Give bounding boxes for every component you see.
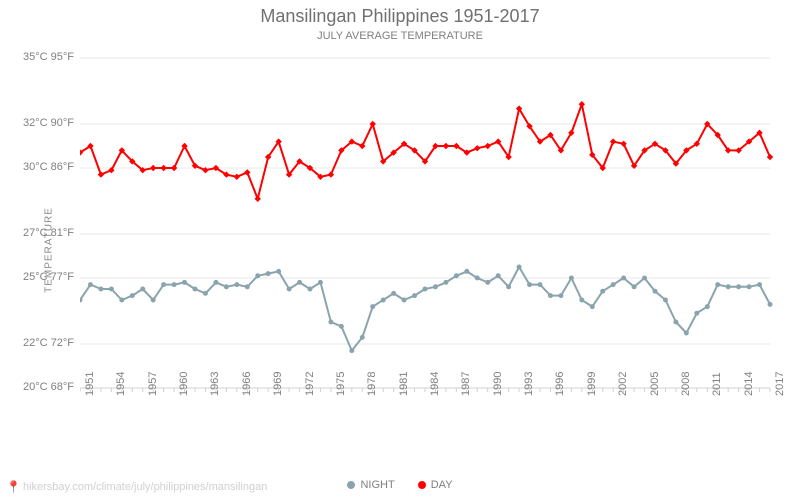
x-tick-label: 1990 <box>492 372 504 396</box>
x-tick-label: 1999 <box>586 372 598 396</box>
x-tick-label: 2005 <box>649 372 661 396</box>
temperature-chart: Mansilingan Philippines 1951-2017 JULY A… <box>0 0 800 500</box>
legend-night: NIGHT <box>347 479 394 491</box>
chart-subtitle: JULY AVERAGE TEMPERATURE <box>0 30 800 42</box>
x-tick-label: 1993 <box>523 372 535 396</box>
x-tick-label: 1978 <box>366 372 378 396</box>
x-tick-label: 1963 <box>209 372 221 396</box>
x-tick-label: 1996 <box>554 372 566 396</box>
y-tick-label: 22°C 72°F <box>23 338 74 349</box>
x-tick-label: 1984 <box>429 372 441 396</box>
x-tick-label: 2014 <box>743 372 755 396</box>
y-tick-label: 25°C 77°F <box>23 272 74 283</box>
attribution: 📍 hikersbay.com/climate/july/philippines… <box>6 480 267 494</box>
x-tick-label: 1972 <box>304 372 316 396</box>
chart-title: Mansilingan Philippines 1951-2017 <box>0 6 800 27</box>
x-tick-label: 1954 <box>115 372 127 396</box>
x-tick-label: 1960 <box>178 372 190 396</box>
y-tick-label: 35°C 95°F <box>23 52 74 63</box>
pin-icon: 📍 <box>6 480 21 494</box>
x-tick-label: 1957 <box>147 372 159 396</box>
legend-label-day: DAY <box>431 479 453 491</box>
x-tick-label: 2017 <box>774 372 786 396</box>
x-tick-label: 1975 <box>335 372 347 396</box>
x-tick-label: 1987 <box>460 372 472 396</box>
x-tick-label: 2011 <box>711 372 723 396</box>
x-tick-label: 2008 <box>680 372 692 396</box>
plot-area <box>80 48 780 418</box>
x-tick-label: 2002 <box>617 372 629 396</box>
x-tick-label: 1969 <box>272 372 284 396</box>
y-tick-label: 27°C 81°F <box>23 228 74 239</box>
legend-label-night: NIGHT <box>360 479 394 491</box>
legend-day: DAY <box>418 479 453 491</box>
legend-marker-day <box>418 481 426 489</box>
x-tick-label: 1981 <box>398 372 410 396</box>
x-tick-label: 1951 <box>84 372 96 396</box>
attribution-text: hikersbay.com/climate/july/philippines/m… <box>23 481 267 493</box>
legend-marker-night <box>347 481 355 489</box>
y-tick-label: 30°C 86°F <box>23 162 74 173</box>
y-tick-label: 32°C 90°F <box>23 118 74 129</box>
x-tick-label: 1966 <box>241 372 253 396</box>
chart-svg <box>80 48 780 418</box>
y-tick-label: 20°C 68°F <box>23 382 74 393</box>
